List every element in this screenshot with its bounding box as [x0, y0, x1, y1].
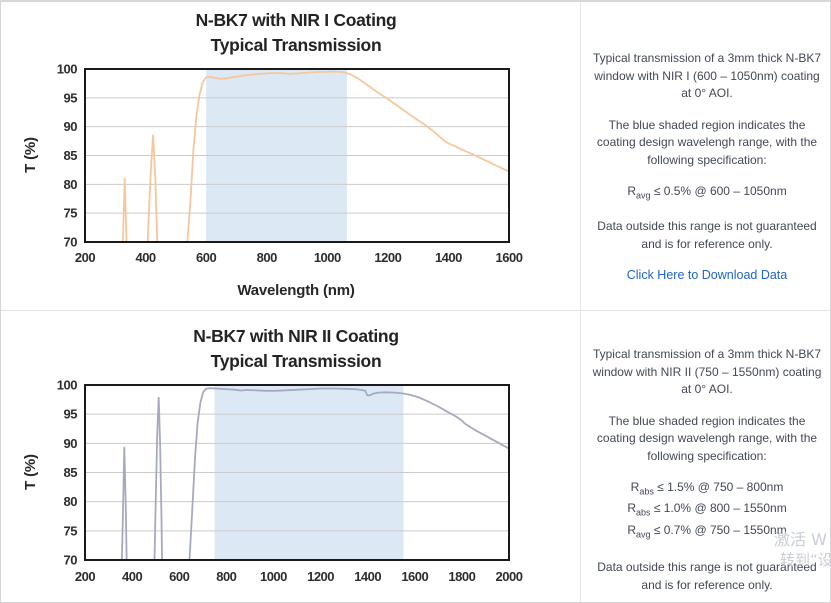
- chart1-x-axis-label: Wavelength (nm): [237, 282, 355, 299]
- y-tick-label: 75: [64, 206, 78, 221]
- spec-line: Ravg ≤ 0.7% @ 750 – 1550nm: [627, 522, 787, 540]
- x-tick-label: 600: [169, 569, 189, 584]
- y-tick-label: 95: [64, 407, 78, 422]
- x-tick-label: 400: [135, 250, 155, 265]
- spec-line: Rabs ≤ 1.0% @ 800 – 1550nm: [627, 501, 787, 518]
- chart2-subtitle: Typical Transmission: [210, 351, 382, 371]
- x-tick-label: 1000: [314, 250, 341, 265]
- x-tick-label: 1400: [354, 569, 381, 584]
- x-tick-label: 800: [216, 569, 236, 584]
- chart1-title-block: N-BK7 with NIR I Coating Typical Transmi…: [11, 8, 581, 58]
- y-tick-label: 70: [64, 235, 78, 250]
- x-tick-label: 1600: [401, 569, 428, 584]
- horizontal-divider: [1, 310, 830, 311]
- chart2-title: N-BK7 with NIR II Coating: [193, 326, 399, 346]
- nir2-transmission-chart: 70 75 80 85 90 95 100 200 400 600 800 1000 1200 1400 1…: [57, 378, 523, 585]
- x-tick-label: 2000: [496, 569, 523, 584]
- panel2-paragraph-1: Typical transmission of a 3mm thick N-BK…: [592, 347, 822, 396]
- y-tick-label: 80: [64, 177, 78, 192]
- y-tick-label: 70: [64, 553, 78, 568]
- panel2-spec-block: Rabs ≤ 1.5% @ 750 – 800nm Rabs ≤ 1.0% @ …: [589, 479, 825, 543]
- x-tick-label: 1200: [374, 250, 401, 265]
- x-tick-label: 200: [75, 250, 95, 265]
- plot-border: [84, 68, 510, 243]
- x-tick-label: 600: [196, 250, 216, 265]
- y-tick-label: 95: [64, 90, 78, 105]
- x-tick-label: 200: [75, 569, 95, 584]
- chart2-title-block: N-BK7 with NIR II Coating Typical Transm…: [11, 324, 581, 374]
- x-tick-label: 1800: [448, 569, 475, 584]
- spec-line: Ravg ≤ 0.5% @ 600 – 1050nm: [627, 184, 787, 201]
- nir1-transmission-chart: 70 75 80 85 90 95 100 200 400 600 800 1000 1200 1400 1…: [57, 62, 523, 266]
- y-tick-label: 85: [64, 465, 78, 480]
- chart1-title: N-BK7 with NIR I Coating: [195, 10, 397, 30]
- y-tick-label: 90: [64, 119, 78, 134]
- panel2-paragraph-3: Data outside this range is not guarantee…: [597, 560, 817, 592]
- transmission-curve: [120, 387, 509, 560]
- y-tick-label: 80: [64, 494, 78, 509]
- panel1-paragraph-3: Data outside this range is not guarantee…: [597, 219, 817, 251]
- y-tick-label: 100: [57, 378, 77, 393]
- spec-line: Rabs ≤ 1.5% @ 750 – 800nm: [630, 480, 784, 497]
- y-tick-label: 90: [64, 436, 78, 451]
- x-tick-label: 1200: [307, 569, 334, 584]
- nir1-description-panel: Typical transmission of a 3mm thick N-BK…: [583, 50, 830, 285]
- x-tick-label: 1400: [435, 250, 462, 265]
- plot-border: [84, 384, 510, 561]
- panel1-paragraph-2: The blue shaded region indicates the coa…: [596, 117, 818, 167]
- y-tick-label: 100: [57, 62, 77, 77]
- x-tick-label: 800: [257, 250, 277, 265]
- download-data-link[interactable]: Click Here to Download Data: [626, 268, 788, 283]
- y-tick-label: 75: [64, 523, 78, 538]
- y-tick-label: 85: [64, 148, 78, 163]
- chart1-subtitle: Typical Transmission: [210, 35, 382, 55]
- panel2-paragraph-2: The blue shaded region indicates the coa…: [596, 413, 818, 463]
- x-tick-label: 400: [122, 569, 142, 584]
- x-tick-label: 1600: [496, 250, 523, 265]
- transmission-curve: [121, 70, 509, 242]
- panel1-paragraph-1: Typical transmission of a 3mm thick N-BK…: [592, 51, 822, 100]
- vertical-divider: [580, 2, 581, 602]
- panel1-spec-block: Ravg ≤ 0.5% @ 600 – 1050nm: [589, 183, 825, 204]
- nir2-description-panel: Typical transmission of a 3mm thick N-BK…: [583, 346, 830, 602]
- x-tick-label: 1000: [260, 569, 287, 584]
